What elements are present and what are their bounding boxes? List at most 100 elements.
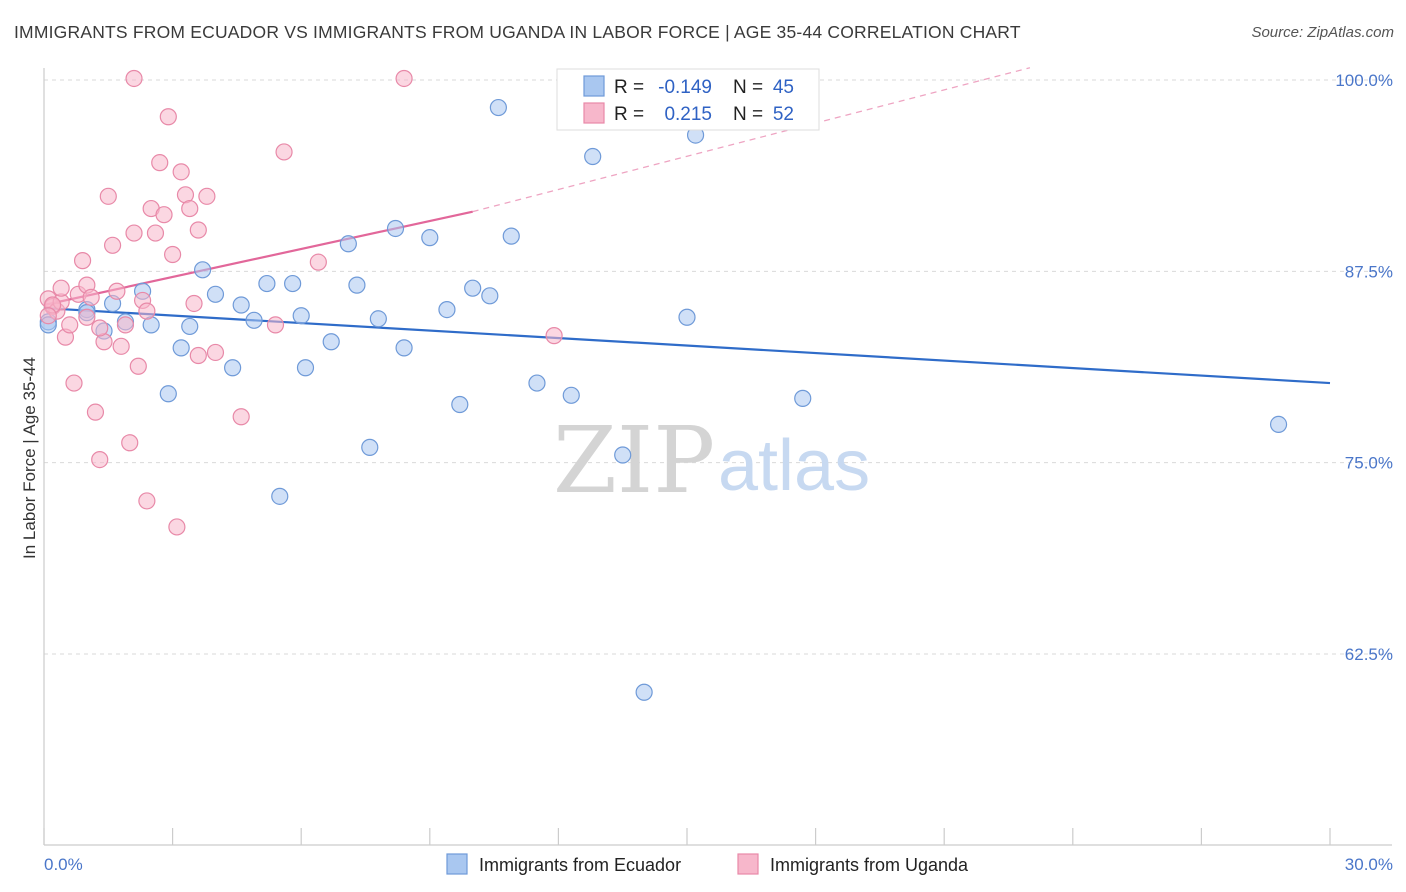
- bottom-legend-label-uganda: Immigrants from Uganda: [770, 855, 969, 875]
- data-points: [39, 69, 1288, 701]
- uganda-point-39: [266, 316, 285, 334]
- axes: [43, 68, 1392, 846]
- ecuador-point-35: [562, 386, 580, 404]
- uganda-point-31: [172, 163, 190, 181]
- uganda-point-37: [206, 343, 225, 362]
- ecuador-point-7: [159, 385, 177, 403]
- ecuador-point-24: [369, 310, 387, 328]
- uganda-point-5: [61, 316, 79, 334]
- legend-n-label-ecuador: N =: [733, 77, 763, 98]
- uganda-point-17: [112, 337, 130, 355]
- legend-r-value-ecuador: -0.149: [658, 77, 712, 98]
- ecuador-point-9: [181, 317, 199, 336]
- uganda-point-33: [181, 199, 199, 218]
- watermark-zip: ZIP: [553, 407, 715, 514]
- ecuador-point-28: [438, 301, 456, 319]
- ecuador-point-31: [481, 287, 499, 305]
- y-tick-label-1: 75.0%: [1345, 454, 1393, 473]
- bottom-legend-swatch-uganda: [737, 853, 759, 875]
- correlation-legend: R = -0.149 N = 45 R = 0.215 N = 52: [556, 68, 820, 131]
- ecuador-point-12: [224, 359, 242, 377]
- source-label: Source: ZipAtlas.com: [1251, 24, 1394, 41]
- ecuador-point-23: [361, 438, 379, 456]
- ecuador-point-34: [528, 374, 546, 392]
- ecuador-point-21: [339, 235, 357, 253]
- legend-n-value-uganda: 52: [773, 104, 794, 125]
- uganda-point-15: [103, 236, 122, 254]
- ecuador-point-17: [284, 274, 302, 293]
- uganda-point-19: [121, 434, 139, 452]
- ecuador-point-30: [464, 279, 482, 297]
- ecuador-point-15: [258, 274, 276, 293]
- uganda-point-27: [155, 206, 173, 224]
- uganda-point-16: [108, 282, 126, 300]
- ecuador-point-38: [635, 683, 653, 701]
- ecuador-point-13: [232, 296, 250, 314]
- uganda-point-36: [198, 187, 216, 205]
- tick-labels: 62.5% 75.0% 87.5% 100.0% 0.0% 30.0%: [44, 71, 1393, 874]
- uganda-point-26: [151, 154, 169, 172]
- uganda-point-8: [73, 252, 92, 270]
- uganda-point-25: [146, 224, 165, 242]
- uganda-point-51: [52, 279, 70, 297]
- legend-r-label-uganda: R =: [614, 104, 644, 125]
- uganda-point-45: [39, 307, 57, 325]
- ecuador-point-20: [322, 333, 340, 351]
- uganda-point-34: [185, 294, 203, 313]
- watermark-atlas: atlas: [718, 426, 870, 506]
- legend-n-value-ecuador: 45: [773, 77, 794, 98]
- uganda-point-48: [189, 346, 207, 365]
- x-tick-label-0: 0.0%: [44, 855, 83, 874]
- legend-n-label-uganda: N =: [733, 104, 763, 125]
- ecuador-point-29: [451, 395, 469, 414]
- ecuador-point-27: [421, 229, 439, 247]
- trend-line-uganda-2: [472, 67, 1031, 213]
- ecuador-point-11: [206, 285, 225, 303]
- series-legend: Immigrants from Ecuador Immigrants from …: [446, 853, 969, 875]
- bottom-legend-label-ecuador: Immigrants from Ecuador: [479, 855, 681, 875]
- uganda-point-10: [82, 288, 100, 306]
- ecuador-point-39: [678, 308, 696, 326]
- ecuador-point-14: [245, 311, 263, 329]
- ecuador-point-10: [194, 261, 212, 279]
- uganda-point-41: [309, 253, 327, 271]
- ecuador-point-41: [794, 389, 812, 407]
- uganda-point-46: [78, 308, 96, 326]
- uganda-point-29: [164, 245, 182, 264]
- grid-lines: [44, 79, 1392, 655]
- uganda-point-6: [65, 374, 83, 392]
- ecuador-point-26: [395, 339, 413, 357]
- uganda-point-30: [168, 518, 186, 536]
- legend-r-label-ecuador: R =: [614, 77, 644, 98]
- uganda-point-47: [138, 302, 156, 320]
- uganda-point-44: [545, 327, 563, 345]
- uganda-point-14: [99, 187, 117, 205]
- ecuador-point-32: [489, 98, 507, 117]
- ecuador-point-8: [172, 339, 190, 357]
- uganda-point-21: [129, 357, 147, 375]
- ecuador-point-42: [1269, 415, 1288, 433]
- y-tick-label-0: 62.5%: [1345, 645, 1393, 664]
- y-tick-label-2: 87.5%: [1345, 262, 1393, 281]
- uganda-point-23: [138, 492, 156, 510]
- bottom-legend-swatch-ecuador: [446, 853, 468, 875]
- uganda-point-38: [232, 408, 250, 426]
- uganda-point-12: [91, 451, 109, 469]
- uganda-point-50: [125, 69, 143, 88]
- x-tick-label-1: 30.0%: [1345, 855, 1393, 874]
- uganda-point-49: [91, 319, 109, 337]
- y-axis-title: In Labor Force | Age 35-44: [20, 357, 39, 559]
- legend-r-value-uganda: 0.215: [664, 104, 712, 125]
- chart-title: IMMIGRANTS FROM ECUADOR VS IMMIGRANTS FR…: [14, 22, 1021, 42]
- uganda-point-35: [189, 221, 207, 239]
- uganda-point-28: [159, 108, 177, 126]
- uganda-point-18: [116, 316, 135, 334]
- ecuador-point-36: [584, 147, 602, 166]
- ecuador-point-16: [271, 487, 289, 505]
- legend-swatch-uganda: [583, 102, 605, 124]
- watermark: ZIP atlas: [553, 407, 870, 514]
- uganda-point-43: [395, 69, 413, 88]
- ecuador-point-18: [292, 307, 310, 325]
- ecuador-point-25: [386, 219, 405, 238]
